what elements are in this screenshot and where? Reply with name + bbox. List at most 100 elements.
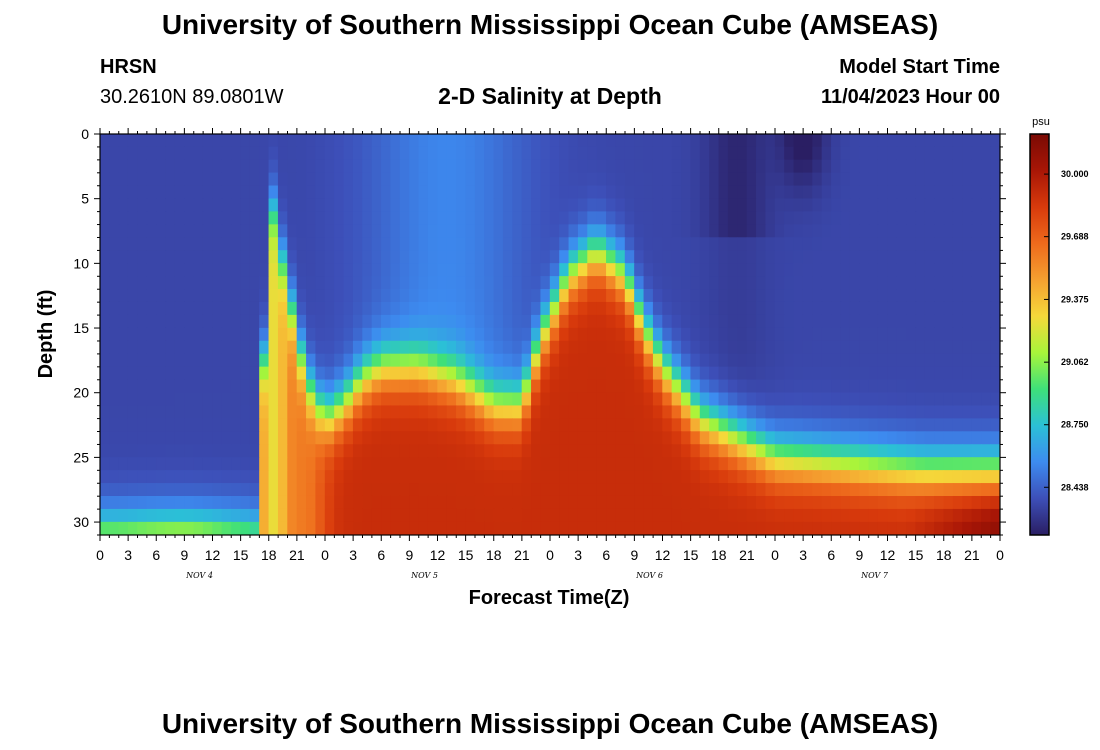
heatmap-cell bbox=[559, 237, 570, 251]
heatmap-cell bbox=[371, 392, 382, 407]
heatmap-cell bbox=[390, 314, 401, 329]
heatmap-cell bbox=[887, 159, 898, 174]
heatmap-cell bbox=[643, 185, 654, 200]
heatmap-cell bbox=[915, 146, 926, 161]
heatmap-cell bbox=[212, 366, 223, 381]
heatmap-cell bbox=[381, 276, 392, 290]
heatmap-cell bbox=[371, 483, 382, 497]
heatmap-cell bbox=[502, 146, 513, 161]
heatmap-cell bbox=[484, 237, 495, 251]
heatmap-cell bbox=[212, 185, 223, 200]
heatmap-cell bbox=[962, 198, 973, 213]
heatmap-cell bbox=[784, 495, 795, 510]
heatmap-cell bbox=[127, 211, 138, 225]
heatmap-cell bbox=[887, 483, 898, 497]
heatmap-cell bbox=[427, 301, 438, 316]
heatmap-cell bbox=[334, 276, 345, 290]
heatmap-cell bbox=[193, 172, 204, 187]
heatmap-cell bbox=[690, 224, 701, 238]
heatmap-cell bbox=[756, 224, 767, 238]
heatmap-cell bbox=[456, 470, 467, 484]
heatmap-cell bbox=[212, 495, 223, 510]
heatmap-cell bbox=[100, 198, 110, 213]
heatmap-cell bbox=[793, 289, 804, 303]
heatmap-cell bbox=[156, 146, 167, 161]
heatmap-cell bbox=[484, 159, 495, 174]
heatmap-cell bbox=[662, 198, 673, 213]
heatmap-cell bbox=[549, 146, 560, 161]
heatmap-cell bbox=[699, 495, 710, 510]
heatmap-cell bbox=[587, 314, 598, 329]
heatmap-cell bbox=[652, 250, 663, 264]
heatmap-cell bbox=[249, 418, 260, 432]
heatmap-cell bbox=[371, 263, 382, 277]
heatmap-cell bbox=[887, 495, 898, 510]
heatmap-cell bbox=[231, 521, 242, 535]
heatmap-cell bbox=[343, 508, 354, 523]
heatmap-cell bbox=[643, 431, 654, 445]
heatmap-cell bbox=[887, 172, 898, 187]
heatmap-cell bbox=[418, 301, 429, 316]
heatmap-cell bbox=[737, 483, 748, 497]
heatmap-cell bbox=[202, 134, 213, 148]
heatmap-cell bbox=[146, 508, 157, 523]
heatmap-cell bbox=[268, 250, 279, 264]
heatmap-cell bbox=[831, 172, 842, 187]
heatmap-cell bbox=[906, 159, 917, 174]
heatmap-cell bbox=[981, 276, 992, 290]
heatmap-cell bbox=[484, 301, 495, 316]
heatmap-cell bbox=[362, 508, 373, 523]
heatmap-cell bbox=[212, 405, 223, 419]
heatmap-cell bbox=[831, 134, 842, 148]
heatmap-cell bbox=[596, 327, 607, 342]
heatmap-cell bbox=[446, 470, 457, 484]
heatmap-cell bbox=[109, 159, 120, 174]
heatmap-cell bbox=[896, 444, 907, 458]
heatmap-cell bbox=[962, 327, 973, 342]
heatmap-cell bbox=[531, 418, 542, 432]
heatmap-cell bbox=[840, 314, 851, 329]
heatmap-cell bbox=[484, 327, 495, 342]
heatmap-cell bbox=[915, 211, 926, 225]
heatmap-cell bbox=[812, 263, 823, 277]
heatmap-cell bbox=[671, 366, 682, 381]
heatmap-cell bbox=[821, 211, 832, 225]
heatmap-cell bbox=[587, 508, 598, 523]
heatmap-cell bbox=[437, 431, 448, 445]
heatmap-cell bbox=[765, 134, 776, 148]
heatmap-cell bbox=[849, 431, 860, 445]
heatmap-cell bbox=[774, 224, 785, 238]
heatmap-cell bbox=[324, 508, 335, 523]
heatmap-cell bbox=[409, 237, 420, 251]
heatmap-cell bbox=[259, 521, 270, 535]
heatmap-cell bbox=[840, 250, 851, 264]
heatmap-cell bbox=[521, 314, 532, 329]
heatmap-cell bbox=[174, 263, 185, 277]
heatmap-cell bbox=[971, 392, 982, 407]
heatmap-cell bbox=[643, 224, 654, 238]
heatmap-cell bbox=[540, 405, 551, 419]
heatmap-cell bbox=[577, 250, 588, 264]
heatmap-cell bbox=[746, 340, 757, 355]
heatmap-cell bbox=[971, 521, 982, 535]
heatmap-cell bbox=[774, 327, 785, 342]
heatmap-cell bbox=[146, 172, 157, 187]
heatmap-cell bbox=[934, 301, 945, 316]
heatmap-cell bbox=[249, 366, 260, 381]
heatmap-cell bbox=[652, 314, 663, 329]
heatmap-cell bbox=[193, 134, 204, 148]
heatmap-cell bbox=[924, 431, 935, 445]
heatmap-cell bbox=[146, 224, 157, 238]
heatmap-cell bbox=[352, 134, 363, 148]
heatmap-cell bbox=[437, 224, 448, 238]
heatmap-cell bbox=[277, 483, 288, 497]
heatmap-cell bbox=[849, 457, 860, 471]
heatmap-cell bbox=[512, 314, 523, 329]
heatmap-cell bbox=[156, 379, 167, 394]
heatmap-cell bbox=[840, 470, 851, 484]
heatmap-cell bbox=[531, 392, 542, 407]
heatmap-cell bbox=[446, 134, 457, 148]
heatmap-cell bbox=[399, 159, 410, 174]
heatmap-cell bbox=[868, 250, 879, 264]
heatmap-cell bbox=[456, 146, 467, 161]
